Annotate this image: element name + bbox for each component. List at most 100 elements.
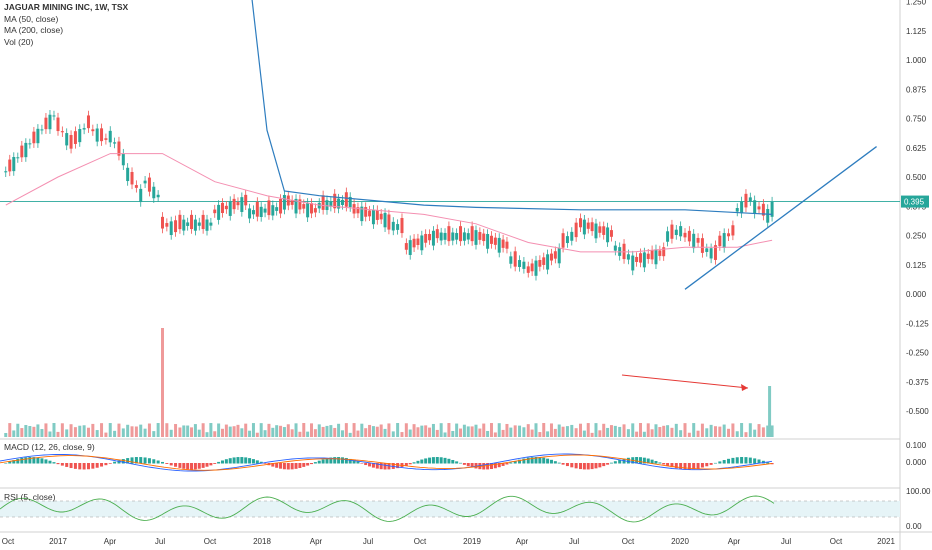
rsi-legend[interactable]: RSI (5, close)	[4, 492, 56, 502]
time-tick-label: 2021	[877, 537, 895, 546]
macd-histogram-bar	[337, 457, 341, 464]
macd-histogram-bar	[44, 459, 48, 464]
macd-signal-line	[0, 454, 773, 471]
candle-body	[310, 203, 314, 214]
macd-histogram-bar	[692, 463, 696, 470]
macd-histogram-bar	[275, 463, 279, 468]
candle-body	[470, 226, 474, 242]
candle-body	[713, 245, 717, 260]
volume-bar	[646, 423, 650, 437]
volume-bar	[143, 428, 147, 437]
volume-bar	[371, 426, 375, 437]
volume-bar	[65, 429, 69, 437]
candle-body	[766, 208, 770, 223]
macd-histogram-bar	[201, 463, 205, 468]
candle-body	[267, 200, 271, 216]
volume-bar	[100, 423, 104, 437]
candle-body	[631, 255, 635, 271]
macd-histogram-bar	[186, 463, 190, 470]
candle-body	[143, 180, 147, 184]
macd-histogram-bar	[404, 463, 408, 466]
candle-body	[602, 226, 606, 235]
volume-bar	[482, 423, 486, 437]
macd-histogram-bar	[740, 457, 744, 464]
symbol-title[interactable]: JAGUAR MINING INC, 1W, TSX	[4, 2, 129, 12]
time-tick-label: Jul	[155, 537, 165, 546]
macd-histogram-bar	[16, 458, 20, 464]
macd-histogram-bar	[147, 458, 151, 464]
candle-body	[317, 202, 321, 209]
macd-histogram-bar	[73, 463, 77, 469]
volume-bar	[638, 423, 642, 437]
macd-histogram-bar	[727, 458, 731, 464]
candle-body	[86, 115, 90, 129]
volume-bar	[466, 426, 470, 437]
macd-histogram-bar	[310, 463, 314, 465]
candle-body	[73, 131, 77, 144]
macd-histogram-bar	[279, 463, 283, 469]
candle-body	[679, 226, 683, 237]
macd-legend[interactable]: MACD (12, 26, close, 9)	[4, 442, 95, 452]
volume-bar	[658, 427, 662, 437]
macd-histogram-bar	[139, 457, 143, 464]
macd-tick-label: 0.100	[906, 441, 927, 450]
macd-histogram-bar	[683, 463, 687, 470]
volume-bar	[275, 425, 279, 437]
macd-histogram-bar	[348, 458, 352, 464]
volume-bar	[193, 424, 197, 437]
candle-body	[28, 143, 32, 145]
ma200-legend[interactable]: MA (200, close)	[4, 25, 64, 35]
volume-bar	[8, 423, 12, 437]
candle-body	[69, 135, 73, 149]
volume-bar	[73, 427, 77, 437]
volume-bar	[618, 426, 622, 437]
candle-body	[56, 117, 60, 132]
price-tick-label: -0.125	[906, 319, 929, 328]
volume-bar	[340, 430, 344, 437]
chart-legend: JAGUAR MINING INC, 1W, TSX MA (50, close…	[4, 2, 128, 48]
candle-body	[654, 249, 658, 265]
volume-bar	[69, 424, 73, 437]
macd-histogram-bar	[753, 458, 757, 464]
volume-bar	[329, 425, 333, 437]
macd-histogram-bar	[613, 461, 617, 464]
volume-bar	[294, 423, 298, 437]
volume-bar	[244, 423, 248, 437]
macd-tick-label: 0.000	[906, 458, 927, 467]
volume-bar	[117, 423, 121, 437]
macd-histogram-bar	[20, 457, 24, 464]
price-tick-label: 1.125	[906, 27, 927, 36]
price-tick-label: 1.000	[906, 56, 927, 65]
macd-histogram-bar	[224, 459, 228, 464]
macd-histogram-bar	[130, 457, 134, 464]
time-tick-label: Oct	[830, 537, 843, 546]
volume-bar	[44, 423, 48, 437]
price-tick-label: -0.500	[906, 407, 929, 416]
candle-body	[340, 199, 344, 206]
macd-histogram-bar	[538, 457, 542, 464]
ma50-legend[interactable]: MA (50, close)	[4, 13, 59, 24]
volume-bar	[530, 429, 534, 437]
volume-bar	[549, 423, 553, 437]
macd-histogram-bar	[462, 463, 466, 465]
volume-bar	[255, 432, 259, 437]
macd-histogram-bar	[522, 458, 526, 464]
volume-bar	[383, 428, 387, 437]
macd-histogram-bar	[60, 463, 64, 466]
candle-body	[683, 232, 687, 238]
macd-histogram-bar	[91, 463, 95, 469]
macd-histogram-bar	[466, 463, 470, 467]
candle-body	[169, 221, 173, 236]
volume-bar	[113, 430, 117, 437]
candle-body	[582, 219, 586, 235]
candle-body	[82, 128, 86, 130]
volume-bar	[152, 431, 156, 437]
candle-body	[420, 235, 424, 251]
volume-bar	[379, 424, 383, 437]
macd-histogram-bar	[501, 463, 505, 466]
candle-body	[161, 216, 164, 229]
candle-body	[666, 231, 670, 242]
volume-legend[interactable]: Vol (20)	[4, 36, 34, 47]
macd-histogram-bar	[371, 463, 375, 468]
